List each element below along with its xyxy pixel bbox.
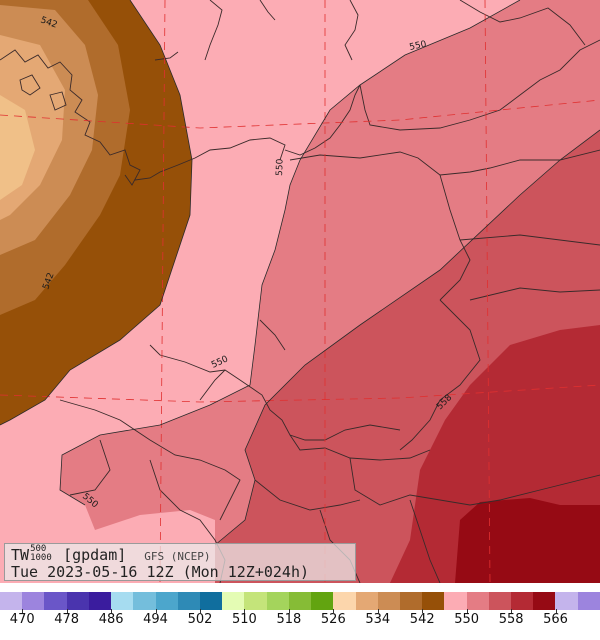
variable-line: TW 500 1000 [gpdam] GFS (NCEP) [11,544,211,564]
legend-swatch [0,592,23,610]
color-legend: 470 478 486 494 502 510 518 526 534 542 550 558 566 [0,592,600,640]
legend-swatch [488,592,512,610]
legend-swatch [244,592,267,610]
legend-swatch [222,592,245,610]
legend-tick-label: 486 [98,612,124,627]
legend-swatch [577,592,600,610]
legend-swatch [22,592,45,610]
contour-label: 550 [409,40,428,53]
legend-swatch [377,592,400,610]
legend-tick [66,609,68,613]
model-label: GFS (NCEP) [144,550,211,563]
legend-swatch [555,592,578,610]
legend-tick-label: 534 [365,612,391,627]
legend-tick [466,609,468,613]
legend-tick [22,609,24,613]
contour-label: 550 [275,158,286,176]
legend-tick [377,609,379,613]
legend-tick-label: 542 [409,612,435,627]
legend-tick [555,609,557,613]
legend-swatch [311,592,334,610]
map-area[interactable]: 542 542 550 550 550 550 558 [0,0,600,583]
legend-tick-label: 518 [276,612,302,627]
legend-tick-label: 550 [454,612,480,627]
legend-swatch [177,592,200,610]
legend-tick-label: 558 [498,612,524,627]
legend-swatch [133,592,156,610]
legend-swatch [288,592,312,610]
legend-swatch [155,592,178,610]
unit-label: [gpdam] [63,546,127,564]
level-indicator: 500 1000 [29,544,53,563]
contour-lines [0,0,600,546]
legend-swatch [422,592,445,610]
legend-tick-label: 526 [320,612,346,627]
legend-swatch [466,592,489,610]
level-lower: 1000 [30,553,52,563]
band-526 [0,95,35,200]
legend-bar [0,592,600,610]
legend-tick [511,609,513,613]
legend-swatch [444,592,467,610]
legend-swatch [399,592,423,610]
legend-tick-label: 470 [9,612,35,627]
legend-swatch [44,592,67,610]
coastlines [0,0,600,583]
legend-swatch [66,592,89,610]
legend-swatch [266,592,289,610]
legend-tick [200,609,201,613]
legend-tick-label: 494 [143,612,168,627]
legend-tick [111,609,113,613]
legend-tick [155,609,157,613]
legend-swatch [355,592,378,610]
legend-tick [244,609,246,613]
legend-swatch [333,592,356,610]
legend-swatch [533,592,556,610]
legend-swatch [111,592,134,610]
band-566 [455,498,600,583]
legend-tick-label: 478 [54,612,80,627]
legend-tick [333,609,335,613]
level-upper: 500 [30,544,47,554]
variable-name: TW [11,546,30,564]
legend-tick-label: 510 [232,612,257,627]
legend-swatch [199,592,223,610]
legend-swatch [88,592,112,610]
valid-time: Tue 2023-05-16 12Z (Mon 12Z+024h) [11,563,310,581]
info-box: TW 500 1000 [gpdam] GFS (NCEP) Tue 2023-05-1… [4,543,356,581]
legend-tick-label: 566 [543,612,568,627]
legend-tick [288,609,290,613]
legend-tick [422,609,424,613]
legend-swatch [511,592,534,610]
legend-tick-label: 502 [187,612,213,627]
lat-lon-grid [0,0,600,583]
